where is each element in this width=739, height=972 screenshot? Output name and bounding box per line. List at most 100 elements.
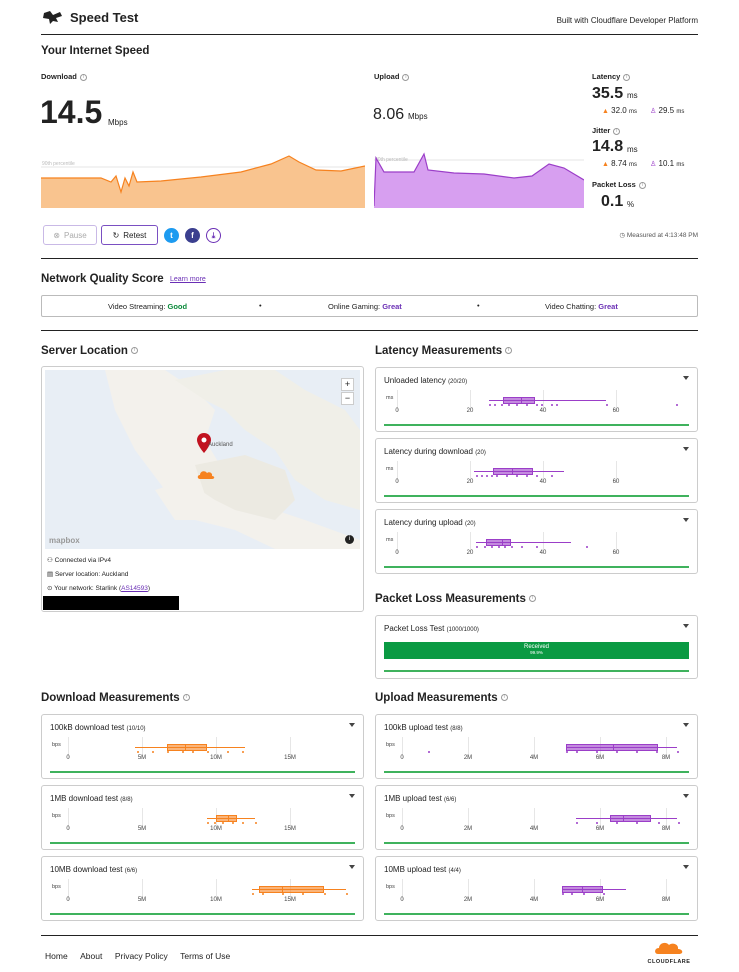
grid-line xyxy=(666,879,667,901)
twitter-icon[interactable]: t xyxy=(164,228,179,243)
grid-line xyxy=(666,808,667,830)
info-icon[interactable]: i xyxy=(500,694,508,702)
data-point xyxy=(222,822,224,824)
tick-label: 0 xyxy=(400,755,404,761)
learn-more-link[interactable]: Learn more xyxy=(170,276,206,283)
jitter-unit: ms xyxy=(627,145,638,154)
mapbox-logo: mapbox xyxy=(49,536,80,545)
packet-loss-card: Packet Loss Test (1000/1000) Received 99… xyxy=(375,615,698,679)
data-point xyxy=(596,822,598,824)
info-icon[interactable]: i xyxy=(182,694,190,702)
axis-unit: bps xyxy=(52,742,61,748)
grid-line xyxy=(534,879,535,901)
tick-label: 8M xyxy=(661,755,671,761)
data-point xyxy=(521,546,523,548)
data-point xyxy=(678,822,680,824)
data-point xyxy=(616,751,618,753)
data-point xyxy=(541,404,543,406)
box xyxy=(503,397,535,404)
pause-icon: ⊗ xyxy=(53,230,60,240)
upload-measurements-title: Upload Measurements i xyxy=(375,692,508,704)
data-point xyxy=(255,822,257,824)
card-title: 10MB upload test (4/4) xyxy=(384,865,461,874)
chevron-down-icon[interactable] xyxy=(683,865,689,869)
grid-line xyxy=(616,532,617,554)
chevron-down-icon[interactable] xyxy=(683,794,689,798)
facebook-icon[interactable]: f xyxy=(185,228,200,243)
info-icon[interactable]: i xyxy=(402,73,410,81)
median-line xyxy=(185,744,186,751)
data-point xyxy=(282,893,284,895)
info-icon[interactable]: i xyxy=(130,347,138,355)
footer-link-terms[interactable]: Terms of Use xyxy=(180,951,231,961)
info-icon[interactable]: i xyxy=(79,73,87,81)
download-chart: 90th percentile xyxy=(41,155,365,208)
tick-label: 40 xyxy=(539,408,547,414)
footer-link-about[interactable]: About xyxy=(80,951,103,961)
chevron-down-icon[interactable] xyxy=(683,447,689,451)
info-icon[interactable]: i xyxy=(505,347,513,355)
cloudflare-logo: CLOUDFLARE xyxy=(640,940,698,965)
info-icon[interactable]: i xyxy=(528,595,536,603)
data-point xyxy=(242,822,244,824)
axis-unit: ms xyxy=(386,466,394,472)
grid-line xyxy=(468,737,469,759)
chevron-down-icon[interactable] xyxy=(349,794,355,798)
data-point xyxy=(346,893,348,895)
axis-unit: bps xyxy=(386,813,395,819)
data-point xyxy=(137,751,139,753)
location-icon: ⊙ xyxy=(47,585,53,592)
latency-label: Latency i xyxy=(592,72,631,81)
footer-link-privacy[interactable]: Privacy Policy xyxy=(114,951,168,961)
chevron-down-icon[interactable] xyxy=(683,518,689,522)
grid-line xyxy=(470,461,471,483)
chevron-down-icon[interactable] xyxy=(349,723,355,727)
packet-loss-unit: % xyxy=(627,200,635,209)
median-line xyxy=(228,815,229,822)
asn-link[interactable]: AS14593 xyxy=(121,585,148,592)
data-point xyxy=(603,893,605,895)
data-point xyxy=(207,822,209,824)
info-icon[interactable]: i xyxy=(613,127,621,135)
footer-link-home[interactable]: Home xyxy=(45,951,68,961)
measurement-card: Latency during download (20) ms 0 20 40 60 xyxy=(375,438,698,503)
data-point xyxy=(656,751,658,753)
tick-label: 0 xyxy=(66,755,70,761)
info-icon[interactable]: i xyxy=(638,181,646,189)
tick-label: 0 xyxy=(66,826,70,832)
data-point xyxy=(252,893,254,895)
data-point xyxy=(576,822,578,824)
box xyxy=(216,815,237,822)
speed-section-title: Your Internet Speed xyxy=(41,45,150,57)
retest-button[interactable]: ↻ Retest xyxy=(101,225,158,245)
data-point xyxy=(192,751,194,753)
map-info-icon[interactable]: i xyxy=(345,535,354,544)
chevron-down-icon[interactable] xyxy=(683,376,689,380)
chevron-down-icon[interactable] xyxy=(683,723,689,727)
data-point xyxy=(571,893,573,895)
data-point xyxy=(324,893,326,895)
received-bar: Received 99.9% xyxy=(384,642,689,659)
zoom-out-button[interactable]: − xyxy=(341,392,354,405)
tick-label: 5M xyxy=(137,897,147,903)
chevron-down-icon[interactable] xyxy=(349,865,355,869)
box xyxy=(259,886,324,893)
data-point xyxy=(501,404,503,406)
data-point xyxy=(504,546,506,548)
map-pin-icon[interactable] xyxy=(197,433,211,458)
quality-online-gaming: Online Gaming: Great xyxy=(328,302,402,311)
download-results-icon[interactable]: ⤓ xyxy=(206,228,221,243)
axis-unit: bps xyxy=(386,884,395,890)
separator-dot: • xyxy=(259,301,262,310)
chevron-down-icon[interactable] xyxy=(683,624,689,628)
tick-label: 8M xyxy=(661,826,671,832)
app-title[interactable]: Speed Test xyxy=(70,10,139,25)
map[interactable]: + − Auckland mapbox i xyxy=(45,370,360,549)
cloudflare-cloud-icon xyxy=(655,942,683,954)
pause-button[interactable]: ⊗ Pause xyxy=(43,225,97,245)
info-icon[interactable]: i xyxy=(623,73,631,81)
tick-label: 40 xyxy=(539,550,547,556)
map-city-label: Auckland xyxy=(208,442,233,448)
zoom-in-button[interactable]: + xyxy=(341,378,354,391)
data-point xyxy=(227,751,229,753)
